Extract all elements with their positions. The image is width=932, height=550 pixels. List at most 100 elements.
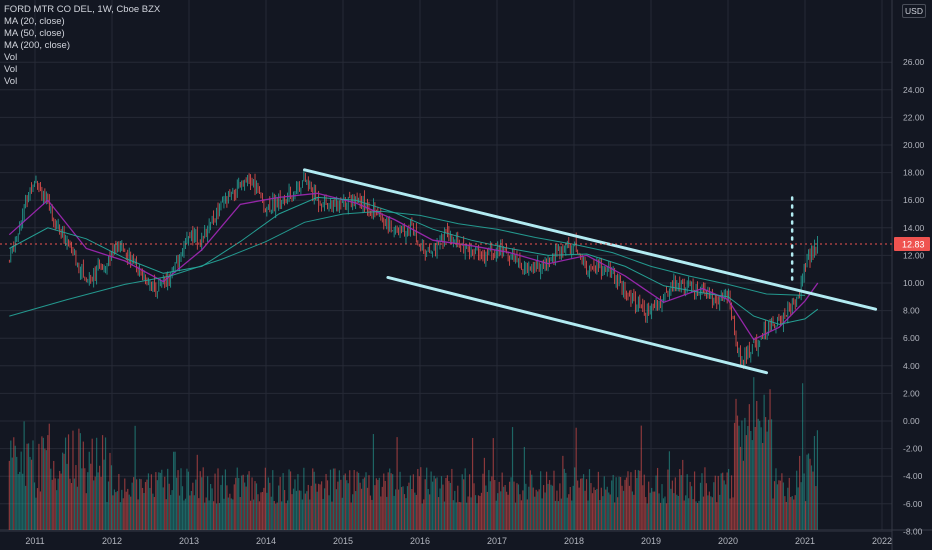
volume-bar	[791, 496, 793, 530]
volume-bar	[365, 472, 367, 530]
volume-bar	[491, 476, 493, 530]
volume-bar	[799, 455, 801, 530]
volume-bar	[318, 483, 320, 530]
volume-bar	[396, 437, 398, 530]
volume-bar	[286, 500, 289, 530]
volume-bar	[420, 467, 422, 530]
volume-bar	[813, 436, 816, 530]
volume-bar	[692, 499, 694, 530]
volume-bar	[224, 469, 227, 530]
volume-bar	[440, 476, 443, 530]
volume-bar	[223, 498, 225, 530]
volume-bar	[618, 476, 620, 530]
volume-bar	[556, 490, 558, 530]
volume-bar	[701, 473, 703, 530]
volume-bar	[47, 435, 49, 530]
volume-bar	[389, 468, 391, 530]
volume-bar	[205, 497, 207, 530]
volume-bar	[646, 503, 648, 530]
volume-bar	[498, 481, 500, 530]
x-tick-label: 2016	[410, 536, 430, 546]
volume-bar	[483, 457, 486, 530]
volume-bar	[263, 487, 265, 530]
volume-bar	[590, 483, 592, 530]
volume-bar	[67, 434, 70, 530]
volume-bar	[658, 493, 660, 530]
volume-bar	[639, 470, 641, 530]
volume-bar	[645, 497, 647, 530]
volume-bar	[710, 496, 712, 530]
volume-bar	[742, 460, 745, 530]
volume-bar	[119, 502, 121, 530]
volume-bar	[671, 480, 673, 530]
volume-bar	[480, 492, 483, 530]
volume-bar	[269, 482, 271, 530]
volume-bar	[719, 494, 721, 530]
volume-bar	[809, 458, 811, 530]
volume-bar	[588, 469, 591, 530]
volume-bar	[794, 495, 796, 530]
volume-bar	[72, 430, 74, 530]
volume-bar	[728, 468, 730, 530]
volume-bar	[723, 480, 725, 530]
volume-bar	[547, 483, 549, 530]
volume-bar	[25, 485, 27, 530]
volume-bar	[785, 501, 787, 530]
currency-button[interactable]: USD	[902, 4, 926, 18]
x-tick-label: 2018	[564, 536, 584, 546]
volume-bar	[543, 485, 545, 530]
volume-bar	[183, 500, 185, 530]
legend-title: FORD MTR CO DEL, 1W, Cboe BZX	[4, 4, 161, 15]
x-tick-label: 2015	[333, 536, 353, 546]
volume-bar	[776, 484, 779, 530]
volume-bar	[300, 490, 302, 530]
volume-bar	[664, 496, 666, 530]
volume-bar	[207, 476, 209, 530]
volume-bar	[295, 490, 298, 530]
volume-bar	[50, 468, 52, 530]
volume-bar	[273, 501, 275, 530]
y-tick-label: 0.00	[903, 416, 920, 426]
volume-bar	[597, 471, 599, 530]
volume-bar	[767, 419, 770, 530]
volume-bar	[642, 485, 644, 530]
volume-bar	[479, 495, 481, 530]
volume-bar	[732, 497, 734, 530]
volume-bar	[131, 482, 133, 530]
legend-vol-3: Vol	[4, 76, 18, 87]
volume-bar	[584, 490, 586, 530]
volume-bar	[630, 472, 632, 530]
y-tick-label: 2.00	[903, 388, 920, 398]
volume-bar	[695, 501, 697, 530]
volume-bar	[531, 474, 533, 530]
volume-bar	[399, 471, 401, 530]
volume-bar	[424, 479, 426, 530]
volume-bar	[70, 483, 73, 530]
volume-bar	[304, 493, 306, 530]
volume-bar	[714, 475, 716, 530]
volume-bar	[704, 467, 706, 530]
volume-bar	[541, 498, 543, 530]
volume-bar	[112, 495, 114, 530]
volume-bar	[360, 488, 363, 530]
volume-bar	[17, 474, 19, 530]
volume-bar	[138, 478, 141, 530]
volume-bar	[66, 463, 68, 530]
volume-bar	[323, 488, 326, 530]
x-tick-label: 2013	[179, 536, 199, 546]
volume-bar	[511, 427, 514, 530]
volume-bar	[392, 474, 394, 530]
volume-bar	[649, 492, 651, 530]
volume-bar	[781, 473, 783, 530]
volume-bar	[535, 489, 537, 530]
volume-bar	[16, 456, 18, 530]
volume-bar	[328, 495, 330, 530]
volume-bar	[193, 495, 195, 530]
volume-bar	[683, 500, 685, 530]
volume-bar	[321, 481, 323, 530]
volume-bar	[331, 501, 333, 530]
volume-bar	[161, 469, 163, 530]
volume-bar	[680, 475, 682, 530]
volume-bar	[634, 469, 636, 530]
